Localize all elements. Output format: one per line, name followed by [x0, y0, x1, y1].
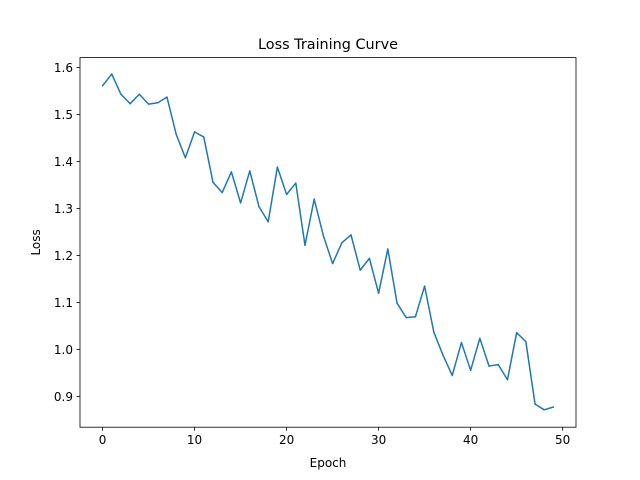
data-point: [359, 269, 361, 271]
y-tick-label: 1.5: [54, 108, 73, 122]
data-point: [497, 363, 499, 366]
data-point: [506, 378, 509, 381]
data-point: [552, 406, 555, 408]
axes-frame: [79, 57, 577, 428]
data-point: [101, 85, 104, 87]
data-point: [166, 96, 168, 98]
x-tick-label: 40: [463, 433, 478, 447]
data-point: [341, 242, 343, 244]
data-point: [313, 198, 315, 200]
data-point: [258, 205, 260, 208]
data-point: [129, 102, 131, 105]
y-tick-label: 1.1: [54, 296, 73, 310]
data-point: [239, 202, 242, 204]
y-axis-label: Loss: [29, 229, 43, 255]
data-point: [423, 285, 426, 287]
data-point: [193, 131, 196, 133]
data-point: [460, 341, 463, 344]
chart-title: Loss Training Curve: [258, 37, 398, 53]
data-point: [543, 409, 545, 411]
data-point: [295, 182, 297, 184]
data-point: [534, 403, 536, 405]
data-point: [469, 369, 472, 372]
x-tick-label: 10: [187, 433, 202, 447]
y-tick-label: 1.3: [54, 202, 73, 216]
data-point: [525, 340, 527, 343]
x-tick-label: 50: [555, 433, 570, 447]
data-point: [157, 101, 159, 104]
data-point: [138, 93, 141, 96]
data-point: [396, 302, 398, 304]
data-point: [350, 234, 352, 236]
y-tick-label: 1.6: [54, 61, 73, 75]
data-point: [249, 170, 251, 172]
x-axis-label: Epoch: [310, 456, 347, 470]
data-point: [212, 181, 214, 183]
y-tick-label: 1.4: [54, 155, 73, 169]
data-point: [304, 244, 306, 246]
data-point: [175, 133, 177, 135]
data-point: [433, 331, 435, 333]
data-point: [120, 93, 122, 96]
data-point: [285, 193, 288, 196]
x-axis: 0 10 20 30 40 50: [99, 427, 570, 447]
data-point: [221, 191, 223, 194]
data-point: [451, 374, 453, 377]
data-point: [414, 315, 417, 318]
plot-area: [101, 73, 555, 411]
data-point: [515, 331, 518, 334]
data-point: [203, 136, 205, 138]
x-tick-label: 30: [371, 433, 386, 447]
data-point: [147, 103, 150, 105]
data-point: [387, 248, 389, 250]
x-tick-label: 0: [99, 433, 107, 447]
data-point: [405, 316, 407, 319]
data-point: [368, 257, 371, 260]
data-point: [230, 171, 233, 173]
y-tick-label: 1.0: [54, 343, 73, 357]
data-point: [322, 235, 325, 237]
data-point: [111, 73, 113, 75]
y-tick-label: 0.9: [54, 390, 73, 404]
data-point: [184, 157, 187, 159]
data-point: [377, 292, 380, 294]
data-point: [488, 365, 490, 367]
data-point: [479, 337, 481, 340]
y-tick-label: 1.2: [54, 249, 73, 263]
data-point: [267, 220, 269, 223]
x-tick-label: 20: [279, 433, 294, 447]
y-axis: 0.9 1.0 1.1 1.2 1.3 1.4 1.5 1.6: [54, 61, 80, 404]
data-point: [276, 166, 279, 168]
data-point: [442, 354, 444, 356]
loss-series-line: [101, 73, 554, 411]
data-point: [331, 262, 334, 265]
